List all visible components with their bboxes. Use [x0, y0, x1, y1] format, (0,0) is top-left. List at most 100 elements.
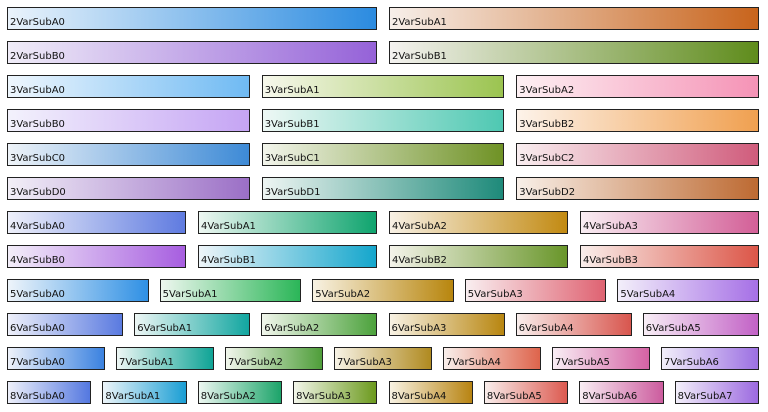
colormap-label: 3VarSubA2	[519, 85, 575, 96]
colormap-label: 6VarSubA3	[391, 323, 447, 334]
colormap-swatch: 7VarSubA1	[116, 347, 214, 370]
colormap-label: 4VarSubA1	[201, 221, 256, 232]
colormap-swatch: 7VarSubA3	[334, 347, 432, 370]
colormap-label: 4VarSubA2	[392, 221, 447, 232]
colormap-swatch: 3VarSubB0	[7, 109, 250, 132]
colormap-swatch: 8VarSubA6	[579, 381, 664, 404]
colormap-swatch: 3VarSubC0	[7, 143, 250, 166]
colormap-swatch: 3VarSubD0	[7, 177, 250, 200]
colormap-label: 4VarSubB3	[583, 255, 638, 266]
colormap-swatch: 3VarSubA1	[261, 75, 505, 98]
colormap-label: 6VarSubA1	[137, 323, 193, 334]
colormap-swatch: 5VarSubA3	[464, 279, 607, 302]
colormap-label: 8VarSubA6	[582, 391, 638, 402]
colormap-label: 3VarSubC1	[264, 153, 320, 164]
colormap-label: 6VarSubA4	[518, 323, 574, 334]
colormap-label: 2VarSubB1	[392, 51, 447, 62]
colormap-swatch: 3VarSubC1	[261, 143, 505, 166]
colormap-label: 8VarSubA5	[486, 391, 542, 402]
colormap-label: 7VarSubA1	[119, 357, 174, 368]
colormap-swatch: 4VarSubA3	[580, 211, 759, 234]
colormap-swatch: 7VarSubA5	[552, 347, 650, 370]
colormap-swatch: 4VarSubB1	[198, 245, 377, 268]
colormap-swatch: 3VarSubD1	[261, 177, 505, 200]
colormap-label: 8VarSubA2	[200, 391, 256, 402]
colormap-swatch: 8VarSubA4	[388, 381, 473, 404]
colormap-label: 4VarSubB0	[10, 255, 65, 266]
colormap-label: 3VarSubB1	[264, 119, 320, 130]
colormap-swatch: 8VarSubA5	[483, 381, 569, 404]
colormap-label: 3VarSubC0	[10, 153, 66, 164]
colormap-label: 4VarSubB1	[201, 255, 256, 266]
colormap-swatch: 6VarSubA0	[7, 313, 124, 336]
colormap-label: 3VarSubD2	[519, 187, 576, 198]
colormap-swatch: 6VarSubA3	[388, 313, 505, 336]
colormap-swatch: 6VarSubA5	[642, 313, 759, 336]
colormap-label: 7VarSubA3	[337, 357, 392, 368]
colormap-swatch: 3VarSubD2	[516, 177, 759, 200]
colormap-label: 4VarSubA3	[583, 221, 638, 232]
colormap-swatch: 8VarSubA1	[102, 381, 187, 404]
colormap-swatch: 4VarSubB0	[7, 245, 186, 268]
colormap-swatch: 3VarSubB1	[261, 109, 505, 132]
colormap-label: 5VarSubA2	[315, 289, 371, 300]
colormap-label: 4VarSubA0	[10, 221, 65, 232]
colormap-swatch: 3VarSubA2	[516, 75, 759, 98]
colormap-swatch: 3VarSubA0	[7, 75, 250, 98]
colormap-label: 3VarSubA1	[264, 85, 320, 96]
colormap-swatch: 7VarSubA2	[225, 347, 323, 370]
colormap-swatch: 8VarSubA0	[7, 381, 92, 404]
colormap-label: 3VarSubD1	[264, 187, 321, 198]
colormap-swatch: 8VarSubA3	[293, 381, 378, 404]
colormap-label: 6VarSubA0	[10, 323, 65, 334]
colormap-label: 7VarSubA0	[10, 357, 65, 368]
colormap-label: 8VarSubA4	[391, 391, 447, 402]
colormap-swatch: 8VarSubA2	[197, 381, 283, 404]
colormap-swatch: 6VarSubA4	[515, 313, 632, 336]
colormap-swatch: 4VarSubA0	[7, 211, 186, 234]
colormap-swatch: 4VarSubB2	[389, 245, 568, 268]
colormap-label: 3VarSubA0	[10, 85, 65, 96]
colormap-label: 5VarSubA3	[467, 289, 523, 300]
colormap-label: 7VarSubA4	[446, 357, 501, 368]
colormap-swatch: 4VarSubA1	[198, 211, 377, 234]
colormap-label: 8VarSubA1	[105, 391, 161, 402]
colormap-swatch: 6VarSubA1	[134, 313, 251, 336]
colormap-swatch: 7VarSubA4	[443, 347, 541, 370]
colormap-label: 5VarSubA4	[620, 289, 676, 300]
colormap-label: 5VarSubA1	[162, 289, 218, 300]
colormap-label: 3VarSubB0	[10, 119, 65, 130]
colormap-swatch: 2VarSubA0	[7, 7, 377, 30]
colormap-label: 6VarSubA2	[264, 323, 320, 334]
colormap-swatch: 8VarSubA7	[674, 381, 759, 404]
colormap-swatch: 2VarSubA1	[389, 7, 759, 30]
colormap-label: 2VarSubA0	[10, 17, 65, 28]
colormap-label: 8VarSubA0	[10, 391, 65, 402]
colormap-label: 7VarSubA5	[555, 357, 610, 368]
colormap-label: 3VarSubD0	[10, 187, 66, 198]
colormap-swatch: 4VarSubA2	[389, 211, 568, 234]
colormap-label: 6VarSubA5	[645, 323, 701, 334]
colormap-swatch: 5VarSubA4	[617, 279, 759, 302]
colormap-label: 3VarSubB2	[519, 119, 575, 130]
colormap-label: 4VarSubB2	[392, 255, 447, 266]
colormap-swatch: 7VarSubA0	[7, 347, 105, 370]
colormap-label: 8VarSubA7	[677, 391, 733, 402]
colormap-swatch: 4VarSubB3	[580, 245, 759, 268]
colormap-label: 2VarSubB0	[10, 51, 65, 62]
colormap-swatch: 3VarSubB2	[516, 109, 759, 132]
colormap-swatch: 2VarSubB1	[389, 41, 759, 64]
colormap-swatch: 6VarSubA2	[261, 313, 378, 336]
colormap-label: 8VarSubA3	[296, 391, 351, 402]
colormap-swatch: 5VarSubA1	[159, 279, 302, 302]
colormap-swatch: 5VarSubA2	[312, 279, 454, 302]
colormap-label: 7VarSubA2	[228, 357, 283, 368]
colormap-label: 3VarSubC2	[519, 153, 575, 164]
colormap-swatch: 7VarSubA6	[661, 347, 759, 370]
colormap-swatch: 2VarSubB0	[7, 41, 377, 64]
colormap-label: 7VarSubA6	[664, 357, 719, 368]
colormap-label: 2VarSubA1	[392, 17, 447, 28]
colormap-label: 5VarSubA0	[10, 289, 65, 300]
colormap-swatch: 3VarSubC2	[516, 143, 759, 166]
